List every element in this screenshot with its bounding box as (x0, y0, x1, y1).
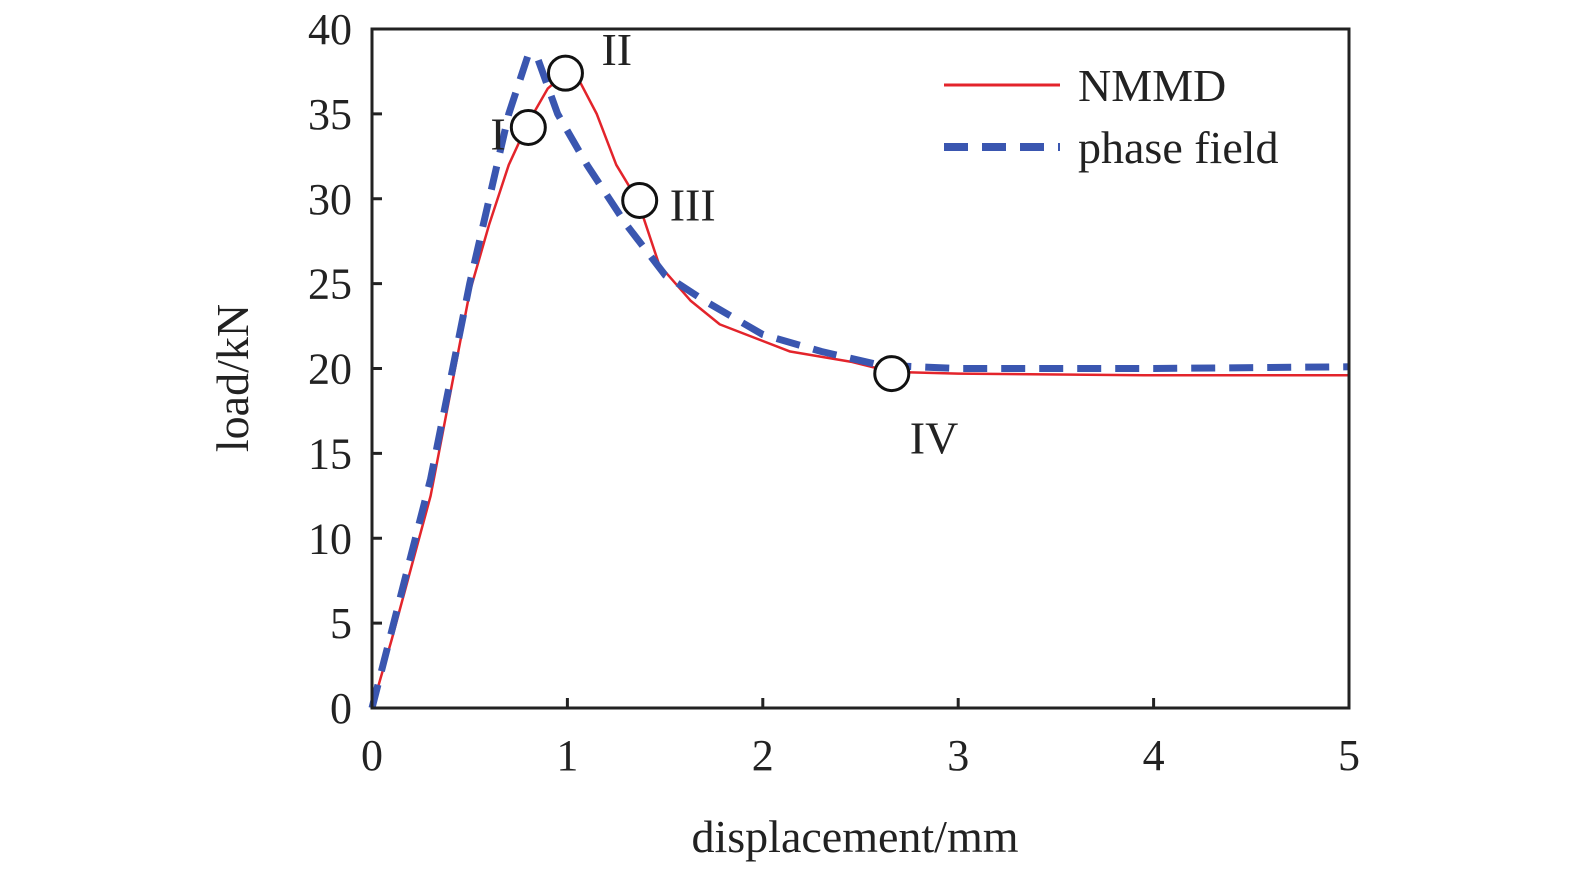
point-label-IV: IV (910, 413, 959, 464)
legend: NMMD phase field (944, 60, 1279, 173)
point-marker-IV (873, 355, 911, 393)
x-tick-label: 1 (556, 731, 578, 780)
point-label-II: II (601, 24, 632, 75)
x-tick-label: 5 (1338, 731, 1360, 780)
x-tick-label: 0 (361, 731, 383, 780)
y-tick-label: 30 (308, 175, 352, 224)
legend-label-phase-field: phase field (1078, 122, 1279, 173)
y-tick-label: 20 (308, 345, 352, 394)
point-marker-I (509, 108, 547, 146)
y-tick-label: 0 (330, 684, 352, 733)
y-tick-label: 35 (308, 90, 352, 139)
point-label-I: I (490, 108, 505, 159)
point-marker-II (546, 54, 584, 92)
x-tick-label: 4 (1143, 731, 1165, 780)
y-tick-label: 25 (308, 260, 352, 309)
series-line-nmmd (370, 70, 1349, 709)
x-tick-label: 2 (752, 731, 774, 780)
y-tick-label: 10 (308, 514, 352, 563)
y-axis-label: load/kN (207, 304, 258, 452)
point-label-III: III (670, 179, 716, 230)
y-tick-label: 40 (308, 5, 352, 54)
legend-label-nmmd: NMMD (1078, 60, 1226, 111)
x-tick-label: 3 (947, 731, 969, 780)
x-axis-label: displacement/mm (691, 811, 1018, 862)
point-marker-III (621, 181, 659, 219)
y-tick-label: 15 (308, 429, 352, 478)
series-line-phase-field (368, 50, 1350, 709)
y-tick-label: 5 (330, 599, 352, 648)
